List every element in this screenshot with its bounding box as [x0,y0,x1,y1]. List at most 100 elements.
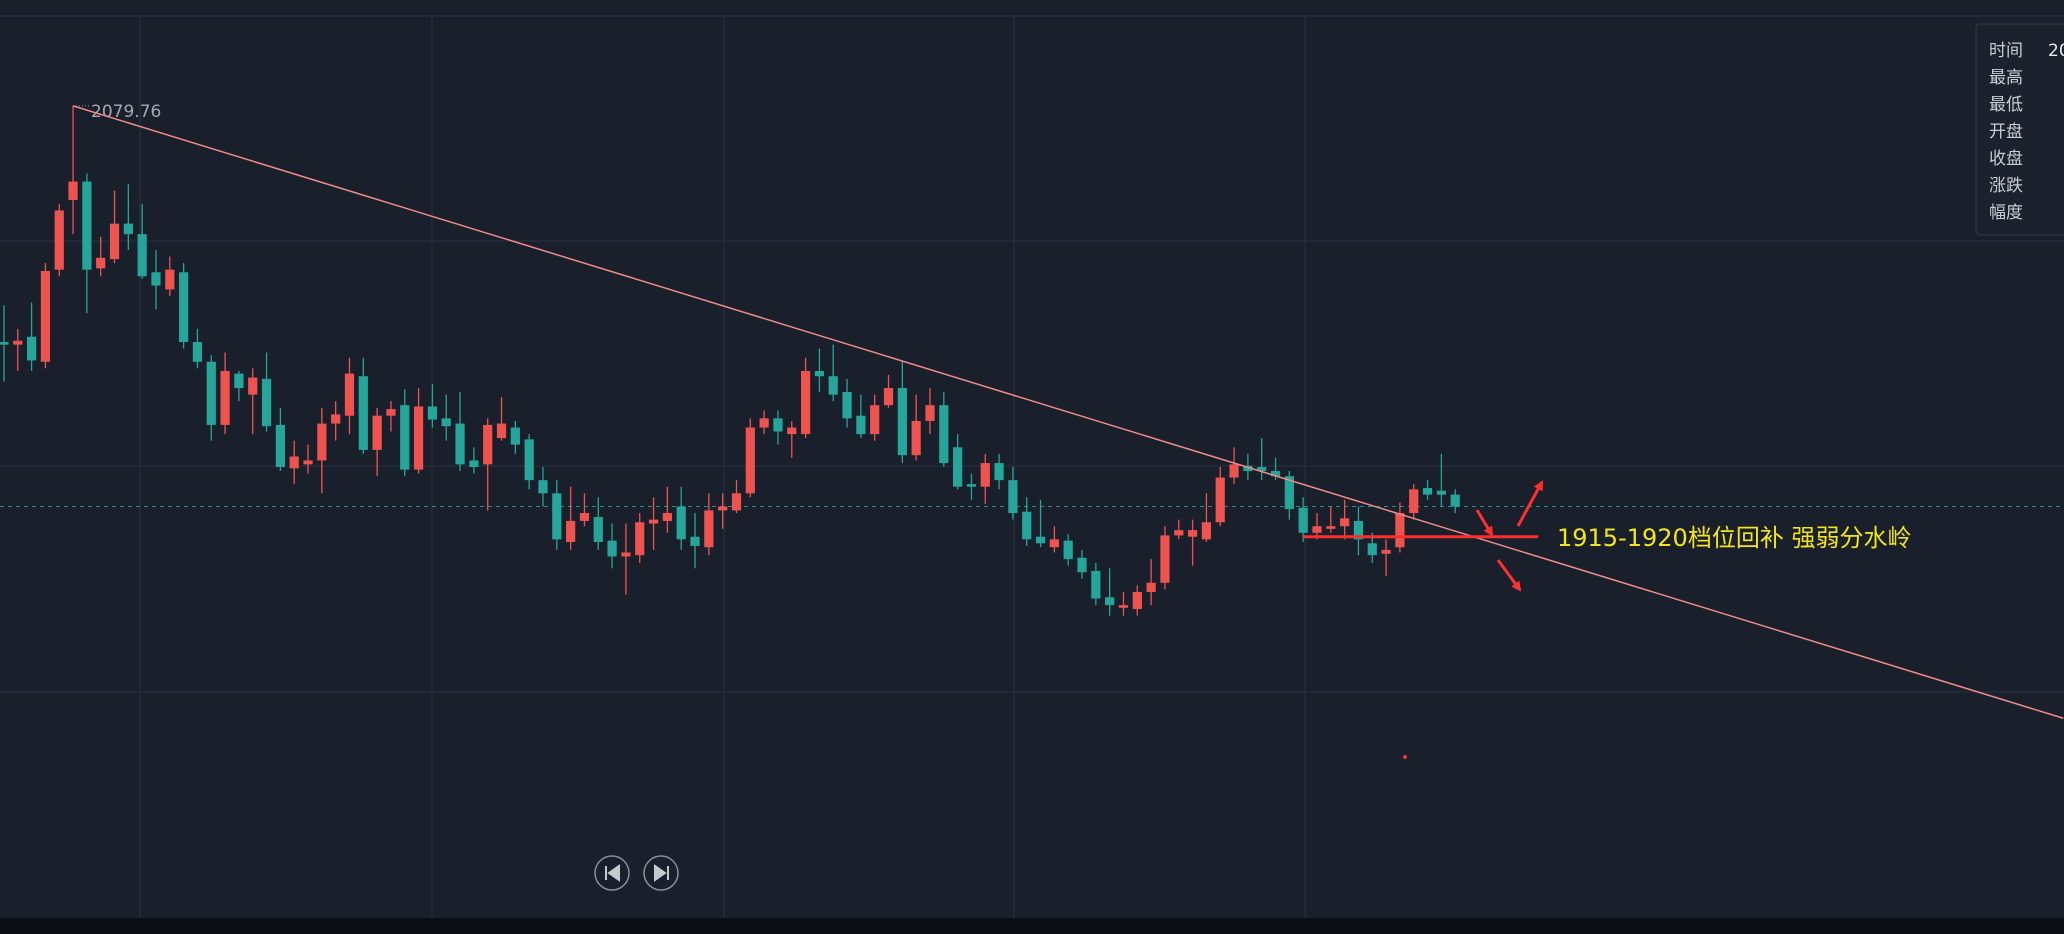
candle-body [1340,518,1350,527]
candle-body [1270,470,1281,477]
candle-body [0,342,9,345]
candle-body [455,423,465,465]
candle-body [275,424,285,467]
candle-body [179,272,189,343]
candle-body [939,405,949,464]
candle-body [1160,535,1170,583]
candle-body [1298,507,1308,533]
candle-body [109,223,120,260]
candle-body [593,516,603,542]
candle-body [1243,465,1253,471]
panel-label: 收盘 [1989,149,2023,169]
trendline [72,105,2064,719]
candle-body [925,405,935,421]
candle-body [192,342,203,362]
candle-body [137,234,147,277]
arrows [1475,480,1544,592]
marker-dot [1403,755,1407,759]
candle-body [1063,540,1073,560]
candle-body [248,377,258,395]
candle-body [441,418,451,427]
candle-body [1367,543,1377,556]
candle-body [690,536,700,546]
panel-label: 最高 [1989,68,2023,88]
candle-body [82,181,92,270]
candle-body [704,510,714,548]
candle-body [814,370,825,377]
high-label: 2079.76 [91,102,161,122]
candle-body [1312,526,1322,533]
grid [0,15,2064,918]
candle-body [26,336,37,361]
candle-body [358,376,368,450]
candle-body [1450,494,1460,507]
candle-body [800,370,811,435]
candle-body [1008,480,1018,514]
candle-body [897,388,907,456]
arrow-up [1516,480,1544,527]
candle-body [234,373,244,389]
candle-body [579,513,590,521]
candle-body [1215,477,1225,523]
candle-body [151,272,161,286]
candle-body [635,522,645,556]
candle-body [1077,557,1087,573]
candle-body [828,376,838,395]
candle-body [773,418,783,432]
candle-body [676,506,686,540]
candle-body [413,406,424,470]
icon [654,864,669,882]
candle-body [1118,605,1129,608]
candle-body [13,340,23,345]
candle-body [621,552,631,557]
candle-body [966,484,977,487]
candle-body [344,373,355,416]
candle-body [842,392,852,419]
candle-body [54,210,64,270]
panel-box [1975,23,2064,236]
candle-body [123,223,133,235]
candle-body [994,463,1004,481]
candle-body [1132,591,1142,610]
candle-body [787,427,797,435]
annotation: 1915-1920档位回补 强弱分水岭 [1557,524,1911,552]
candle-body [1326,526,1336,529]
candle-body [1395,513,1405,548]
candle-body [1381,549,1391,554]
candle-body [1436,490,1446,495]
candle-body [911,420,921,456]
candle-body [68,181,78,200]
candle-body [469,460,479,467]
candle-body [386,409,396,416]
candle-body [331,414,341,424]
candle-body [883,388,894,406]
candle-body [538,480,548,494]
candle-body [552,493,562,540]
candle-body [1422,488,1433,495]
panel-label: 时间 [1989,41,2023,61]
candle-body [1409,489,1419,514]
candle-body [317,423,327,461]
candle-body [718,506,728,511]
icon [605,864,620,882]
candle-body [1091,570,1101,599]
step-forward-button[interactable] [643,855,679,891]
candle-body [510,427,520,445]
candle-body [607,540,617,557]
candle-body [1353,520,1364,540]
step-back-button[interactable] [594,855,630,891]
candle-body [745,427,755,494]
candle-body [1229,464,1239,478]
candle-body [206,361,216,425]
candle-body [400,405,410,470]
panel-label: 幅度 [1989,203,2023,223]
candle-body [953,447,963,487]
plot: 2079.76 [0,102,2064,719]
candle-body [1049,539,1059,548]
candle-body [427,406,438,420]
panel-label: 开盘 [1989,122,2023,142]
candle-body [289,456,299,469]
